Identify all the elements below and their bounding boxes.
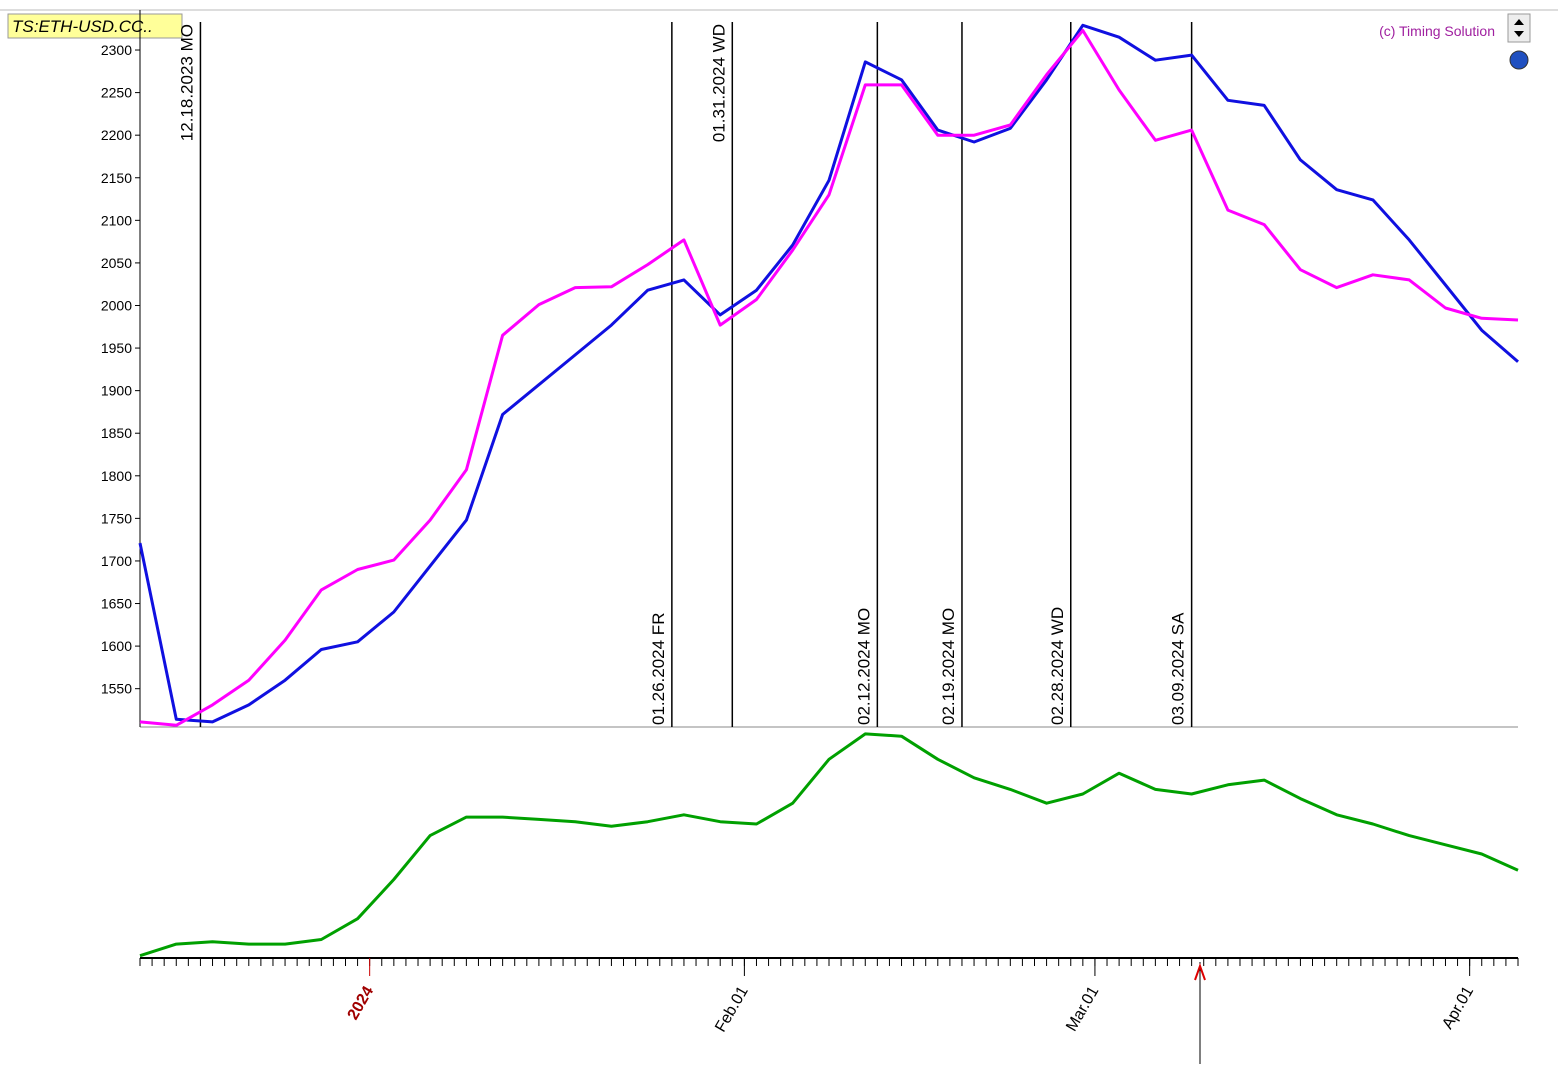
series-line — [139, 28, 1519, 727]
series-line — [138, 23, 1519, 724]
scroll-arrows — [1514, 19, 1524, 37]
series-line — [139, 732, 1519, 958]
event-label: 01.31.2024 WD — [709, 24, 728, 142]
y-tick-label: 1900 — [101, 383, 132, 399]
chart-title: TS:ETH-USD.CC.. — [12, 17, 153, 36]
y-tick-label: 1750 — [101, 510, 132, 526]
scroll-button[interactable] — [1507, 13, 1531, 43]
event-label: 12.18.2023 MO — [177, 24, 196, 141]
y-tick-label: 1800 — [101, 468, 132, 484]
x-tick-label: Apr.01 — [1439, 983, 1477, 1032]
event-label: 02.28.2024 WD — [1048, 607, 1067, 725]
y-tick-label: 1650 — [101, 596, 132, 612]
y-tick-label: 2200 — [101, 127, 132, 143]
y-tick-label: 1700 — [101, 553, 132, 569]
event-label: 03.09.2024 SA — [1169, 612, 1188, 725]
globe-icon[interactable] — [1509, 50, 1529, 70]
cursor-marker — [1194, 963, 1206, 981]
x-tick-label: 2024 — [345, 983, 378, 1022]
x-tick-label: Mar.01 — [1063, 983, 1102, 1034]
y-tick-label: 2000 — [101, 297, 132, 313]
y-tick-label: 2300 — [101, 42, 132, 58]
y-tick-label: 2100 — [101, 212, 132, 228]
y-tick-label: 2050 — [101, 255, 132, 271]
credit: (c) Timing Solution — [1379, 23, 1495, 39]
y-tick-label: 1950 — [101, 340, 132, 356]
y-tick-label: 1550 — [101, 681, 132, 697]
event-label: 02.12.2024 MO — [854, 608, 873, 725]
event-label: 01.26.2024 FR — [649, 613, 668, 725]
title-box — [7, 13, 183, 39]
y-tick-label: 2150 — [101, 170, 132, 186]
event-label: 02.19.2024 MO — [939, 608, 958, 725]
y-tick-label: 1850 — [101, 425, 132, 441]
y-tick-label: 2250 — [101, 85, 132, 101]
x-tick-label: Feb.01 — [712, 983, 752, 1035]
y-tick-label: 1600 — [101, 638, 132, 654]
